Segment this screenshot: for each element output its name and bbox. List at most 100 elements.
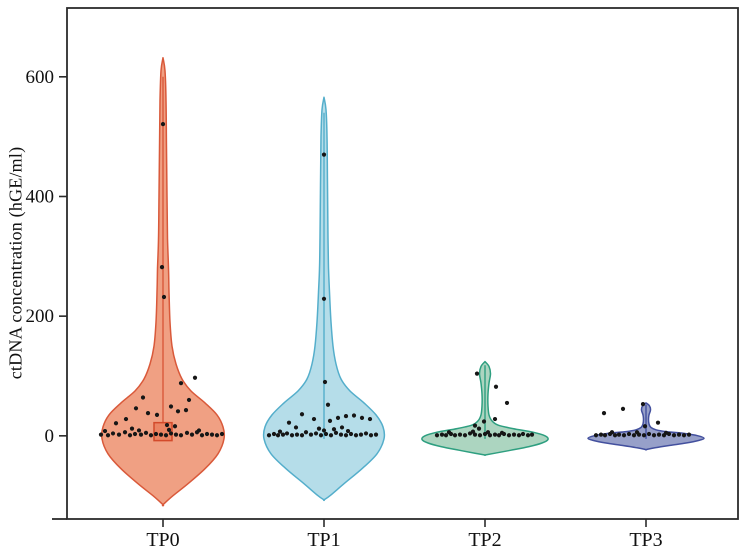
scatter-point <box>443 433 449 438</box>
scatter-point <box>214 433 220 438</box>
scatter-point <box>612 433 618 438</box>
scatter-point <box>318 433 324 438</box>
scatter-point <box>671 433 677 438</box>
scatter-point <box>642 424 648 429</box>
scatter-point <box>172 424 178 429</box>
scatter-point <box>681 433 687 438</box>
scatter-point <box>470 429 476 434</box>
scatter-point <box>511 432 517 437</box>
scatter-point <box>163 433 169 438</box>
scatter-point <box>110 431 116 436</box>
scatter-point <box>499 430 505 435</box>
scatter-point <box>277 429 283 434</box>
scatter-point <box>593 433 599 438</box>
scatter-point <box>186 397 192 403</box>
scatter-point <box>331 427 337 432</box>
scatter-point <box>493 384 499 389</box>
scatter-point <box>472 423 478 428</box>
scatter-point <box>327 418 333 423</box>
scatter-point <box>529 432 535 437</box>
scatter-point <box>631 433 637 438</box>
y-axis-title: ctDNA concentration (hGE/ml) <box>5 146 26 380</box>
scatter-point <box>289 433 295 438</box>
scatter-point <box>328 433 334 438</box>
scatter-point <box>140 395 146 400</box>
scatter-point <box>280 432 286 437</box>
scatter-point <box>338 432 344 437</box>
scatter-point <box>651 433 657 438</box>
scatter-point <box>173 432 179 437</box>
y-tick-label: 0 <box>45 426 55 447</box>
scatter-point <box>209 432 215 437</box>
scatter-point <box>620 406 626 412</box>
scatter-point <box>322 379 328 385</box>
scatter-point <box>294 432 300 437</box>
scatter-point <box>686 432 692 437</box>
scatter-point <box>663 430 669 435</box>
scatter-point <box>98 432 104 437</box>
scatter-point <box>333 430 339 435</box>
scatter-point <box>127 433 133 438</box>
scatter-point <box>168 431 174 436</box>
scatter-point <box>481 419 487 424</box>
scatter-point <box>286 420 292 425</box>
scatter-point <box>136 428 142 433</box>
scatter-point <box>166 427 172 432</box>
scatter-point <box>299 433 305 438</box>
scatter-point <box>168 404 174 409</box>
scatter-point <box>339 425 345 430</box>
scatter-point <box>626 431 632 437</box>
scatter-point <box>476 426 482 431</box>
scatter-point <box>474 371 480 376</box>
scatter-point <box>313 431 319 436</box>
scatter-point <box>178 433 184 438</box>
scatter-point <box>363 431 369 436</box>
scatter-point <box>496 433 502 438</box>
scatter-point <box>655 420 661 425</box>
scatter-point <box>271 431 277 437</box>
scatter-point <box>154 412 160 417</box>
scatter-point <box>601 410 607 416</box>
scatter-point <box>123 416 129 422</box>
scatter-point <box>504 400 510 406</box>
scatter-point <box>308 432 314 437</box>
scatter-point <box>439 432 445 437</box>
scatter-point <box>621 433 627 438</box>
scatter-point <box>345 428 351 434</box>
plot-frame <box>66 7 739 520</box>
scatter-point <box>616 432 622 437</box>
y-tick-label: 400 <box>26 186 55 207</box>
scatter-point <box>492 416 498 422</box>
scatter-point <box>184 430 190 435</box>
scatter-point <box>303 430 309 435</box>
scatter-point <box>148 433 154 438</box>
scatter-point <box>113 421 119 426</box>
scatter-point <box>485 430 491 435</box>
scatter-point <box>204 431 210 437</box>
x-tick-label-TP1: TP1 <box>307 529 340 551</box>
scatter-point <box>321 428 327 433</box>
scatter-point <box>219 431 225 437</box>
scatter-point <box>343 433 349 438</box>
scatter-point <box>132 431 138 437</box>
scatter-point <box>311 416 317 422</box>
scatter-point <box>275 433 281 438</box>
scatter-point <box>129 426 135 431</box>
scatter-point <box>189 432 195 437</box>
scatter-point <box>641 433 647 438</box>
scatter-point <box>102 428 108 434</box>
scatter-point <box>192 375 198 380</box>
scatter-point <box>516 433 522 438</box>
scatter-point <box>525 433 531 438</box>
y-tick-label: 200 <box>26 306 55 327</box>
x-tick-label-TP2: TP2 <box>468 529 501 551</box>
y-tick-label: 600 <box>26 67 55 88</box>
scatter-point <box>266 433 272 438</box>
scatter-point <box>462 433 468 438</box>
scatter-point <box>105 433 111 438</box>
scatter-point <box>323 431 329 437</box>
scatter-point <box>646 431 652 437</box>
x-tick-label-TP3: TP3 <box>629 529 662 551</box>
